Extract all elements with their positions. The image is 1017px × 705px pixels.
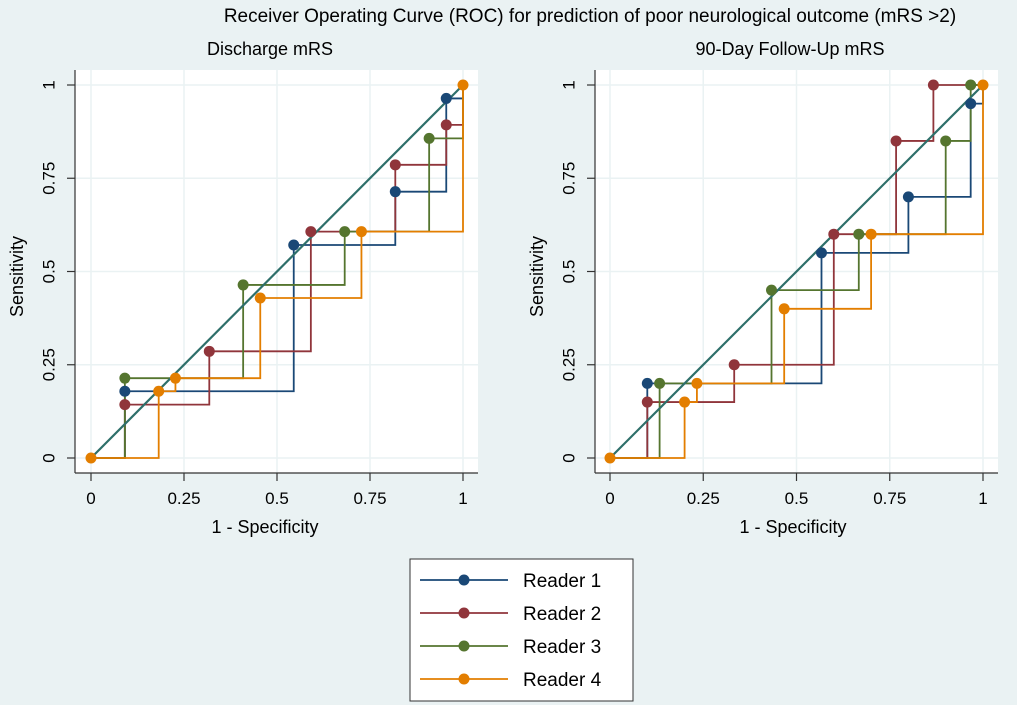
x-tick-label: 0 <box>605 489 614 508</box>
data-point-reader-4 <box>457 79 469 91</box>
data-point-reader-4 <box>977 79 989 91</box>
data-point-reader-1 <box>641 377 653 389</box>
x-tick-label: 0 <box>86 489 95 508</box>
y-tick-label: 0.75 <box>40 162 59 195</box>
x-tick-label: 0.5 <box>265 489 289 508</box>
data-point-reader-4 <box>153 385 165 397</box>
data-point-reader-1 <box>815 247 827 259</box>
x-tick-label: 0.75 <box>873 489 906 508</box>
data-point-reader-3 <box>853 228 865 240</box>
data-point-reader-3 <box>766 284 778 296</box>
x-tick-label: 1 <box>458 489 467 508</box>
data-point-reader-4 <box>355 226 367 238</box>
y-tick-label: 0 <box>560 453 579 462</box>
data-point-reader-1 <box>902 191 914 203</box>
x-tick-label: 0.25 <box>687 489 720 508</box>
data-point-reader-3 <box>237 279 249 291</box>
legend-label: Reader 3 <box>523 637 601 658</box>
reference-line <box>609 84 984 459</box>
data-point-reader-4 <box>778 303 790 315</box>
x-axis-label: 1 - Specificity <box>739 517 846 537</box>
data-point-reader-2 <box>890 135 902 147</box>
legend-box <box>409 558 634 702</box>
data-point-reader-3 <box>119 372 131 384</box>
data-point-reader-4 <box>691 377 703 389</box>
y-tick-label: 0.25 <box>560 348 579 381</box>
data-point-reader-3 <box>654 377 666 389</box>
x-axis-label: 1 - Specificity <box>211 517 318 537</box>
data-point-reader-1 <box>965 98 977 110</box>
data-point-reader-4 <box>679 396 691 408</box>
y-tick-label: 1 <box>40 80 59 89</box>
series-line-reader-4 <box>610 85 984 459</box>
panel-discharge: 0 0.25 0.5 0.75 1 0 0.25 0.5 0.75 1 Discharge mRS 1… <box>7 39 478 537</box>
panel-title: Discharge mRS <box>207 39 333 59</box>
y-tick-label: 0.5 <box>40 260 59 284</box>
data-point-reader-4 <box>254 292 266 304</box>
legend-marker-reader-1 <box>458 574 470 586</box>
data-point-reader-3 <box>940 135 952 147</box>
data-point-reader-2 <box>203 345 215 357</box>
legend-label: Reader 4 <box>523 670 602 691</box>
y-tick-label: 0.75 <box>560 162 579 195</box>
data-point-reader-1 <box>119 385 131 397</box>
legend-marker-reader-3 <box>458 640 470 652</box>
y-tick-label: 0 <box>40 453 59 462</box>
y-axis-label: Sensitivity <box>527 236 547 317</box>
data-point-reader-1 <box>389 186 401 198</box>
panel-90-day: 0 0.25 0.5 0.75 1 0 0.25 0.5 0.75 1 90-Day Follow-… <box>527 39 998 537</box>
legend-label: Reader 1 <box>523 571 601 592</box>
y-tick-label: 0.5 <box>560 260 579 284</box>
legend-marker-reader-4 <box>458 673 470 685</box>
data-point-reader-4 <box>85 452 97 464</box>
x-tick-label: 0.5 <box>785 489 809 508</box>
data-point-reader-2 <box>927 79 939 91</box>
legend: Reader 1 Reader 2 Reader 3 Reader 4 <box>409 558 634 702</box>
data-point-reader-2 <box>641 396 653 408</box>
data-point-reader-2 <box>728 359 740 371</box>
y-tick-label: 0.25 <box>40 348 59 381</box>
legend-label: Reader 2 <box>523 604 601 625</box>
series-line-reader-3 <box>610 84 983 459</box>
data-point-reader-2 <box>305 226 317 238</box>
data-point-reader-2 <box>440 119 452 131</box>
data-point-reader-2 <box>389 159 401 171</box>
x-tick-label: 1 <box>978 489 987 508</box>
data-point-reader-3 <box>339 226 351 238</box>
y-axis-label: Sensitivity <box>7 236 27 317</box>
series-line-reader-2 <box>610 84 983 459</box>
data-point-reader-1 <box>440 92 452 104</box>
data-point-reader-3 <box>423 132 435 144</box>
panel-title: 90-Day Follow-Up mRS <box>695 39 884 59</box>
x-tick-label: 0.75 <box>353 489 386 508</box>
legend-marker-reader-2 <box>458 607 470 619</box>
y-tick-label: 1 <box>560 80 579 89</box>
data-point-reader-3 <box>965 79 977 91</box>
data-point-reader-1 <box>288 239 300 251</box>
figure-title: Receiver Operating Curve (ROC) for predi… <box>224 6 956 27</box>
data-point-reader-4 <box>604 452 616 464</box>
reference-line <box>90 84 464 459</box>
series-line-reader-4 <box>91 85 464 459</box>
data-point-reader-4 <box>169 372 181 384</box>
data-point-reader-2 <box>828 228 840 240</box>
data-point-reader-2 <box>119 399 131 411</box>
data-point-reader-4 <box>865 228 877 240</box>
x-tick-label: 0.25 <box>167 489 200 508</box>
